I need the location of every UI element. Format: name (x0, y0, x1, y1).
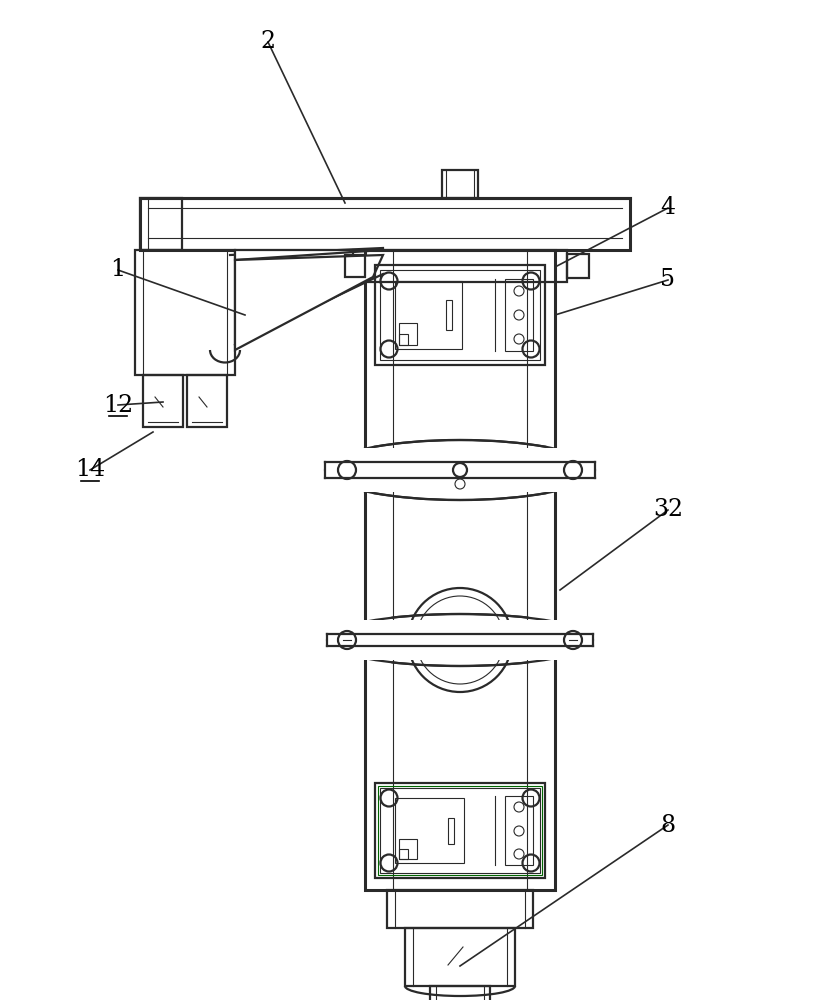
Bar (364, 250, 554, 890)
Text: 8: 8 (660, 814, 675, 836)
Bar (395, 281, 461, 349)
Bar (186, 375, 227, 427)
Bar (399, 334, 407, 345)
Bar (380, 788, 539, 873)
Bar (135, 250, 235, 375)
Bar (504, 796, 533, 865)
Bar (140, 198, 630, 250)
Text: 4: 4 (660, 196, 675, 220)
Bar (441, 170, 477, 198)
Bar (566, 254, 589, 278)
Text: 1: 1 (110, 258, 125, 282)
Text: 12: 12 (103, 393, 133, 416)
Text: 2: 2 (260, 30, 275, 53)
Bar (430, 986, 489, 1000)
Bar (405, 928, 514, 986)
Polygon shape (235, 255, 383, 350)
Bar (399, 839, 416, 859)
Bar (140, 198, 181, 250)
Bar (378, 786, 542, 875)
Bar (386, 890, 533, 928)
Bar (447, 818, 453, 844)
Bar (399, 849, 407, 859)
Bar (324, 448, 594, 492)
Bar (353, 250, 566, 282)
Bar (344, 255, 364, 277)
Bar (395, 798, 463, 863)
Bar (375, 265, 544, 365)
Text: 5: 5 (660, 268, 675, 292)
Text: 32: 32 (652, 498, 682, 522)
Bar (327, 620, 592, 660)
Text: 14: 14 (74, 458, 105, 482)
Bar (143, 375, 183, 427)
Bar (399, 323, 416, 345)
Bar (375, 783, 544, 878)
Bar (446, 300, 451, 330)
Polygon shape (235, 250, 383, 260)
Bar (504, 279, 533, 351)
Bar (380, 270, 539, 360)
